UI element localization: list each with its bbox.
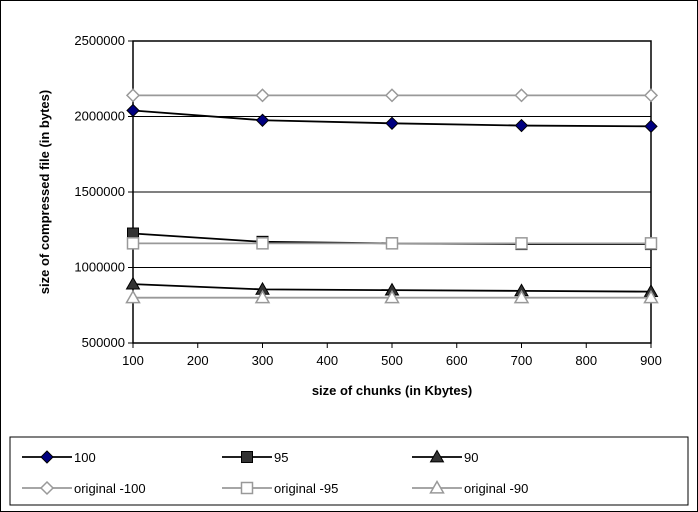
data-point — [255, 88, 270, 103]
y-tick-label: 2000000 — [74, 109, 125, 124]
x-tick-label: 300 — [252, 353, 274, 368]
legend-item: original -90 — [412, 479, 528, 496]
data-point — [384, 88, 400, 103]
data-point — [384, 289, 400, 304]
y-tick-label: 1000000 — [74, 260, 125, 275]
y-tick-label: 1500000 — [74, 184, 125, 199]
legend-label: original -95 — [274, 481, 338, 496]
x-tick-label: 400 — [316, 353, 338, 368]
data-point — [125, 88, 141, 103]
data-point — [514, 118, 529, 133]
legend-marker — [39, 480, 55, 496]
data-point — [255, 113, 270, 127]
legend-item: 100 — [22, 450, 96, 465]
legend — [9, 436, 689, 506]
x-tick-label: 500 — [381, 353, 403, 368]
x-axis-title: size of chunks (in Kbytes) — [312, 383, 472, 398]
legend-label: 95 — [274, 450, 288, 465]
legend-label: 90 — [464, 450, 478, 465]
data-point — [126, 103, 140, 118]
legend-label: original -100 — [74, 481, 146, 496]
x-tick-label: 700 — [511, 353, 533, 368]
data-point — [514, 88, 529, 103]
legend-label: 100 — [74, 450, 96, 465]
data-point — [385, 237, 399, 250]
data-point — [125, 276, 141, 290]
data-point — [385, 116, 399, 131]
data-point — [644, 237, 658, 250]
data-point — [515, 237, 528, 250]
x-tick-label: 600 — [446, 353, 468, 368]
series-0 — [126, 103, 658, 134]
legend-marker — [240, 481, 254, 495]
legend-marker — [429, 479, 445, 494]
series-lines — [125, 88, 659, 304]
data-point — [126, 237, 140, 250]
legend-marker — [241, 451, 253, 463]
data-point — [254, 289, 271, 304]
series-4 — [126, 237, 658, 250]
data-point — [644, 119, 658, 134]
legend-item: 95 — [222, 450, 288, 465]
x-tick-label: 100 — [122, 353, 144, 368]
legend-item: original -95 — [222, 481, 338, 496]
x-tick-label: 900 — [640, 353, 662, 368]
y-axis-ticks: 500000 1000000 1500000 2000000 2500000 — [74, 33, 133, 350]
data-point — [643, 289, 659, 304]
legend-marker — [429, 449, 445, 463]
x-tick-label: 800 — [575, 353, 597, 368]
legend-marker — [40, 450, 54, 464]
legend-item: original -100 — [22, 480, 146, 496]
y-axis-title: size of compressed file (in bytes) — [37, 90, 52, 294]
legend-entries: 100 95 90 original -100 original -95 original… — [22, 449, 528, 496]
x-tick-label: 200 — [187, 353, 209, 368]
legend-label: original -90 — [464, 481, 528, 496]
legend-item: 90 — [412, 449, 478, 465]
data-point — [513, 289, 530, 304]
series-5 — [125, 289, 659, 304]
y-tick-label: 2500000 — [74, 33, 125, 48]
x-axis-ticks: 100 200 300 400 500 600 700 800 900 — [122, 343, 662, 368]
y-tick-label: 500000 — [82, 335, 125, 350]
data-point — [125, 289, 141, 304]
data-point — [643, 88, 659, 103]
series-3 — [125, 88, 659, 103]
data-point — [256, 237, 269, 250]
